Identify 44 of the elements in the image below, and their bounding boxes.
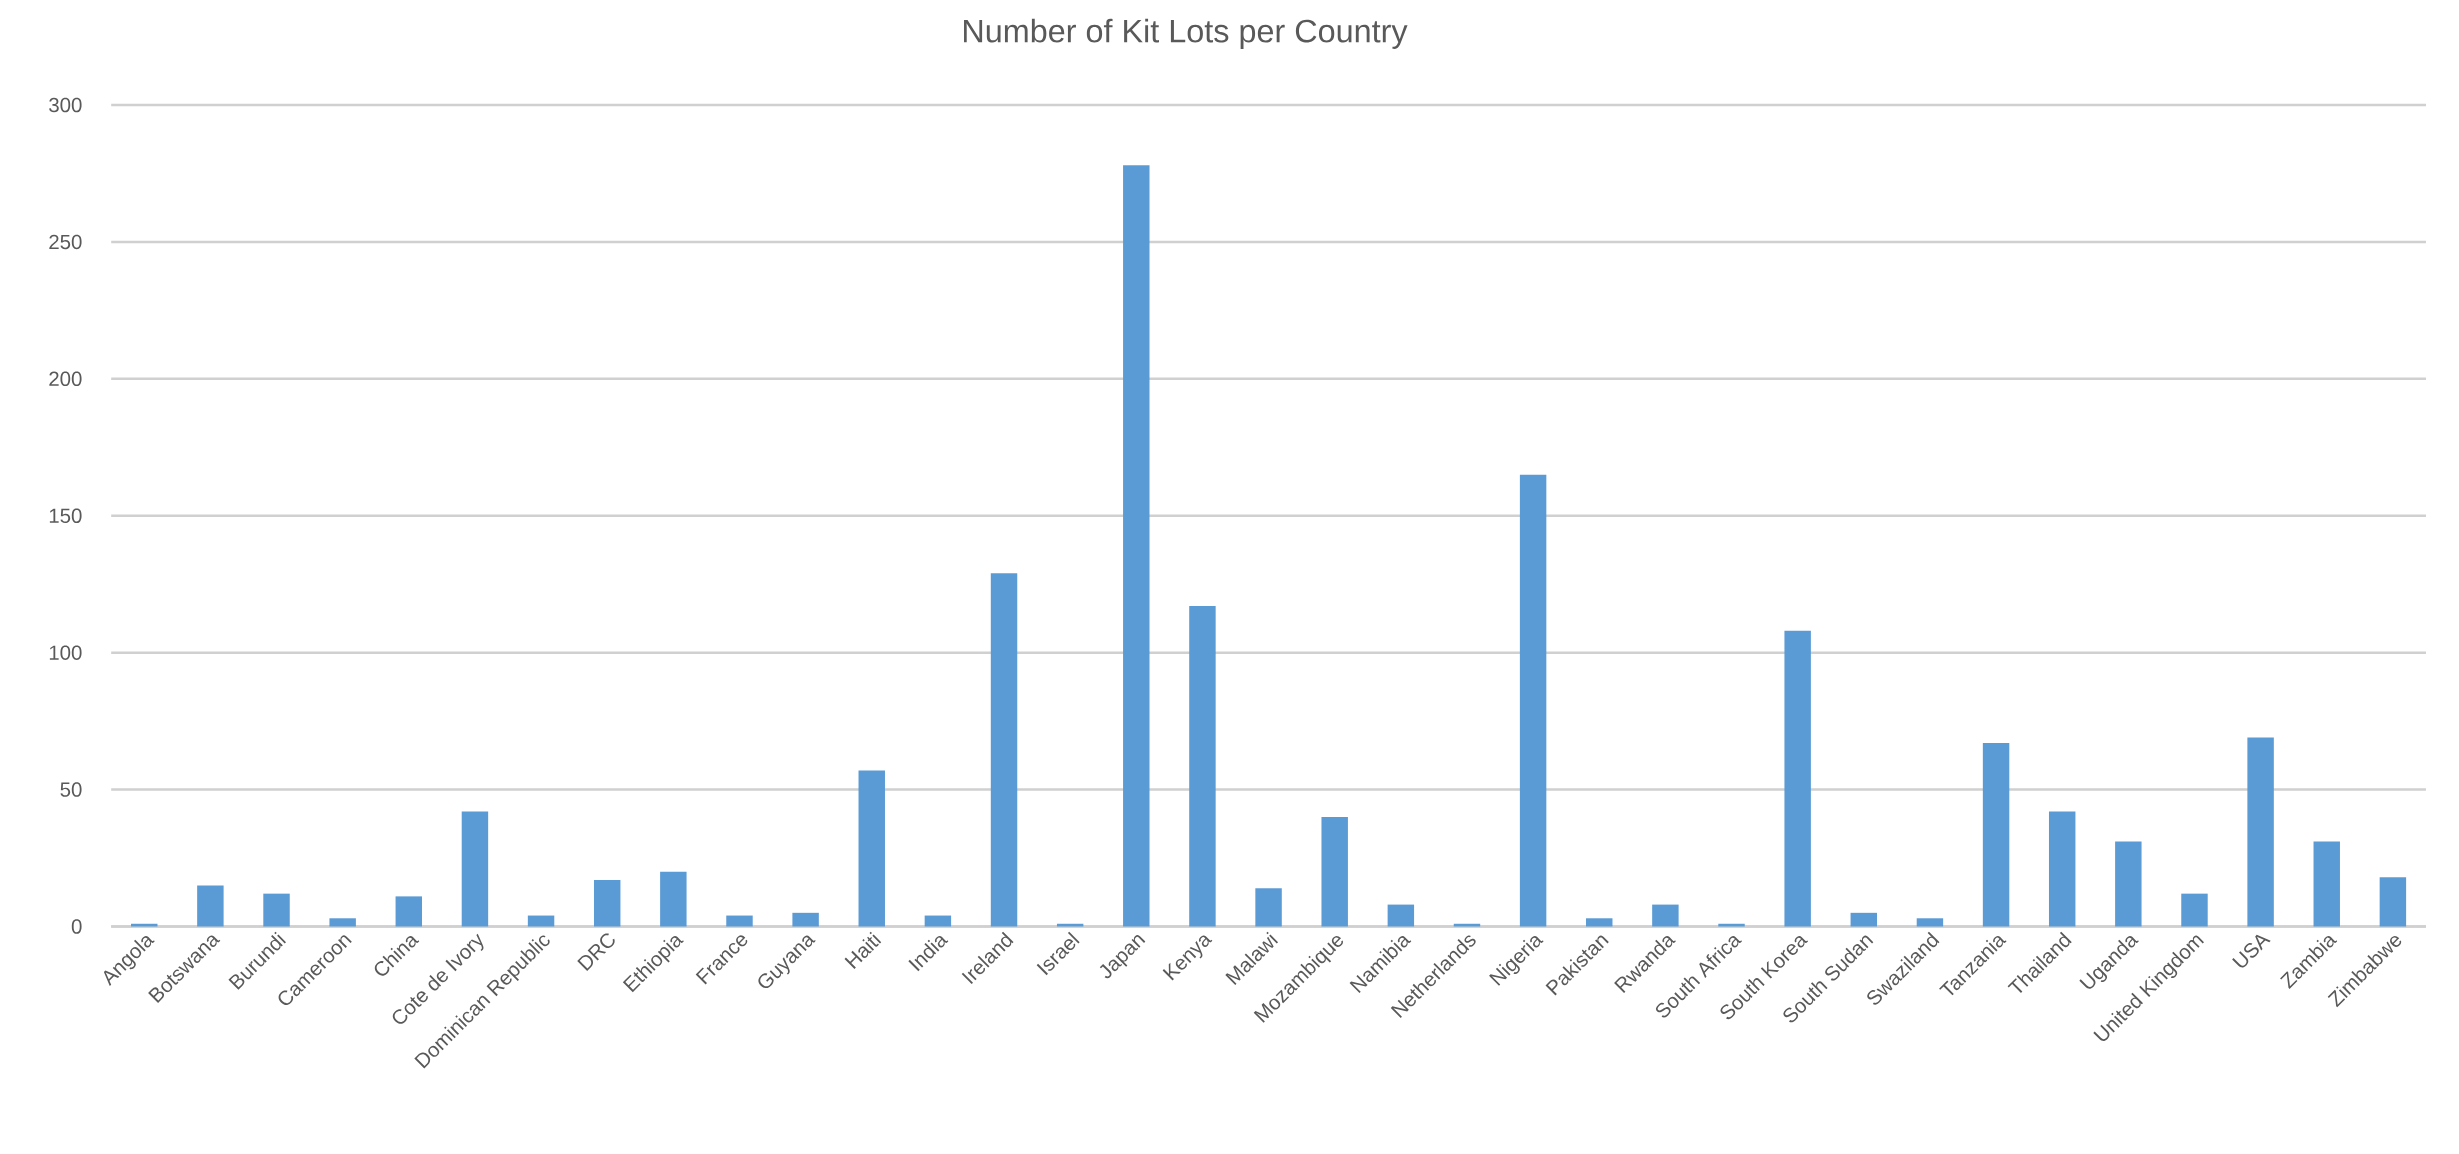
bar <box>593 879 621 927</box>
bar <box>197 885 224 927</box>
bar <box>1850 912 1878 927</box>
bar <box>2247 737 2274 927</box>
bar <box>1453 923 1481 927</box>
bar <box>527 915 555 927</box>
y-tick-label: 100 <box>49 645 82 660</box>
y-tick-label: 50 <box>60 782 82 797</box>
bar <box>1255 888 1282 927</box>
bar <box>924 915 952 927</box>
bar <box>1718 923 1745 927</box>
bar <box>1056 923 1084 927</box>
bar <box>2313 841 2340 927</box>
bar <box>2115 841 2142 927</box>
bar <box>1321 816 1348 927</box>
bar <box>395 896 423 927</box>
bar <box>263 893 290 927</box>
bar <box>2379 877 2407 927</box>
bar <box>1123 165 1150 927</box>
bar <box>990 573 1018 927</box>
chart-title: Number of Kit Lots per Country <box>964 18 1408 49</box>
bar <box>792 912 819 927</box>
bar <box>726 915 753 927</box>
bar <box>2048 811 2076 927</box>
bar <box>1519 474 1547 927</box>
y-tick-label: 200 <box>49 371 82 387</box>
y-tick-label: 0 <box>71 919 82 934</box>
bar <box>1652 904 1679 927</box>
bar <box>858 770 885 927</box>
bar <box>1387 904 1415 927</box>
y-tick-label: 150 <box>49 508 82 523</box>
bar <box>131 923 158 927</box>
y-tick-label: 300 <box>49 97 82 113</box>
bar <box>1586 918 1613 927</box>
bar <box>2181 893 2208 927</box>
bar <box>1916 918 1944 927</box>
bar <box>1784 630 1811 927</box>
bar <box>660 871 687 927</box>
bar <box>1982 743 2010 927</box>
bar <box>329 918 356 927</box>
bar <box>461 811 489 927</box>
bar <box>1189 606 1216 927</box>
y-tick-label: 250 <box>49 234 82 250</box>
x-tick-label: USA <box>2232 934 2271 968</box>
